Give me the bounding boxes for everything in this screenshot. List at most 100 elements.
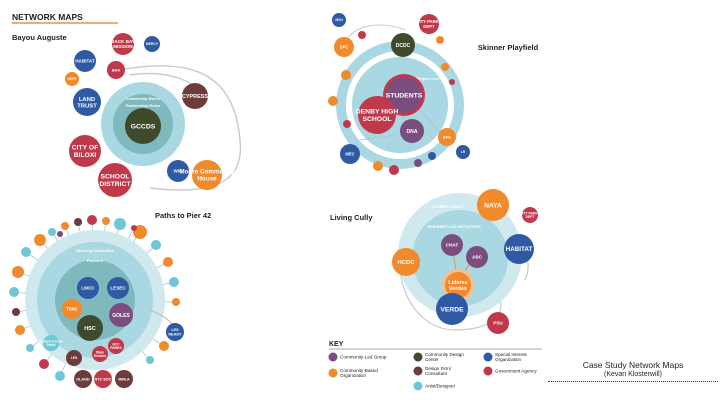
legend-item: Community-Led Group — [328, 352, 387, 362]
network-node: SCHOOL DISTRICT — [98, 163, 132, 197]
legend-swatch — [328, 352, 338, 362]
node-label: LES READY — [168, 328, 182, 336]
node-circle-government — [522, 207, 538, 223]
network-node: DCDC — [391, 33, 415, 57]
legend-label: Artist/Designer — [425, 384, 456, 389]
legend-label: Design Firm/Consultant — [425, 366, 452, 376]
node-label: HSC — [84, 326, 96, 332]
ring-label: RESIDENT-LED INITIATIVES — [427, 224, 481, 229]
node-label: STUDENTS — [386, 92, 423, 99]
node-circle-design-firm — [182, 83, 208, 109]
small-node-dot — [102, 217, 110, 225]
legend-label: Community-Led Group — [340, 355, 387, 360]
network-node: BACK BAY MISSION — [111, 33, 135, 55]
network-node: CITY PARKS DEPT — [417, 14, 442, 34]
network-node: CHAT — [441, 234, 463, 256]
network-node: LESEC — [107, 277, 129, 299]
network-node: CITY PARKS DEPT — [520, 207, 541, 223]
network-node: DLAND — [74, 370, 92, 388]
small-node-dot — [48, 228, 56, 236]
small-node-dot — [61, 222, 69, 230]
network-node: NYC EDC — [94, 370, 112, 388]
network-node: State Senator — [92, 346, 108, 362]
node-circle-community-based — [392, 248, 420, 276]
map-title: Skinner Playfield — [478, 43, 539, 52]
map-paths-to-pier-42: Paths to Pier 42 Steering Committee Partne… — [9, 211, 211, 388]
legend-label: Community-Based Organization — [340, 368, 378, 378]
node-label: SCHOOL DISTRICT — [99, 174, 131, 188]
small-node-dot — [373, 161, 383, 171]
legend-swatch — [413, 381, 423, 391]
legend-swatch — [413, 366, 423, 376]
node-label: HCDC — [398, 260, 416, 266]
node-circle-community-based — [334, 37, 354, 57]
legend-key: KEY Community-Led Group Community-Based Org… — [328, 341, 542, 391]
node-circle-special-interest — [107, 277, 129, 299]
node-circle-government — [419, 14, 439, 34]
small-node-dot — [26, 344, 34, 352]
node-label: CITY OF BILOXI — [72, 145, 98, 159]
map-bayou-auguste: Bayou Auguste Leadership Roles Partnership… — [12, 33, 242, 197]
network-node: Lideres Verdes — [445, 272, 471, 298]
node-label: MEC — [345, 151, 354, 156]
node-circle-government — [108, 338, 124, 354]
network-node: Moore Community House — [179, 160, 235, 190]
node-circle-government — [92, 346, 108, 362]
network-node: MCH — [332, 13, 346, 27]
node-circle-special-interest — [144, 36, 160, 52]
map-title: Bayou Auguste — [12, 33, 67, 42]
ring-label: Steering Committee — [76, 248, 115, 253]
caption-rule — [548, 381, 718, 382]
small-node-dot — [151, 240, 161, 250]
node-label: Moore Community House — [179, 169, 235, 183]
legend-swatch — [483, 352, 493, 362]
node-circle-government — [98, 163, 132, 197]
network-node: LES READY — [166, 323, 184, 341]
node-label: DNA — [407, 129, 418, 135]
small-node-dot — [34, 234, 46, 246]
legend-item: Design Firm/Consultant — [413, 366, 452, 376]
legend-swatch — [413, 352, 423, 362]
network-node: NYC PARKS — [108, 338, 124, 354]
network-node: WIC — [167, 160, 189, 182]
map-title: Living Cully — [330, 213, 373, 222]
network-node: BHA — [107, 61, 125, 79]
node-circle-government — [358, 96, 396, 134]
small-node-dot — [449, 79, 455, 85]
node-label: PSU — [493, 321, 503, 326]
network-node: STUDENTS — [386, 77, 423, 113]
small-node-dot — [55, 371, 65, 381]
node-label: HABITAT — [75, 59, 95, 64]
node-circle-community-based — [445, 272, 471, 298]
small-node-dot — [328, 96, 338, 106]
node-label: LESEC — [110, 286, 126, 291]
node-label: LES — [71, 356, 78, 360]
ring-label: Partnership Roles — [126, 103, 161, 108]
legend-item: Community-Based Organization — [328, 368, 378, 378]
node-label: ABC — [472, 255, 483, 260]
small-node-dot — [12, 308, 20, 316]
node-circle-design-firm — [115, 370, 133, 388]
small-node-dot — [172, 298, 180, 306]
network-node: LES — [66, 350, 82, 366]
node-circle-government — [112, 33, 134, 55]
node-label: GCCDS — [131, 123, 156, 130]
network-node: LAND TRUST — [73, 88, 101, 116]
network-node: HCDC — [392, 248, 420, 276]
node-label: NYC PARKS — [110, 342, 122, 350]
node-circle-special-interest — [77, 277, 99, 299]
caption-credit: (Kevan Klosterwill) — [604, 371, 662, 378]
node-label: DFC — [340, 44, 349, 49]
node-label: NAYA — [484, 202, 502, 209]
node-circle-community-based — [477, 189, 509, 221]
node-circle-government — [107, 61, 125, 79]
small-node-dot — [428, 152, 436, 160]
legend-item: Government Agency — [483, 366, 537, 376]
small-node-dot — [146, 356, 154, 364]
small-node-dot — [358, 31, 366, 39]
node-label: MCH — [335, 18, 343, 22]
node-label: LMCC — [81, 286, 95, 291]
node-circle-government — [94, 370, 112, 388]
node-label: MERCY — [146, 42, 159, 46]
